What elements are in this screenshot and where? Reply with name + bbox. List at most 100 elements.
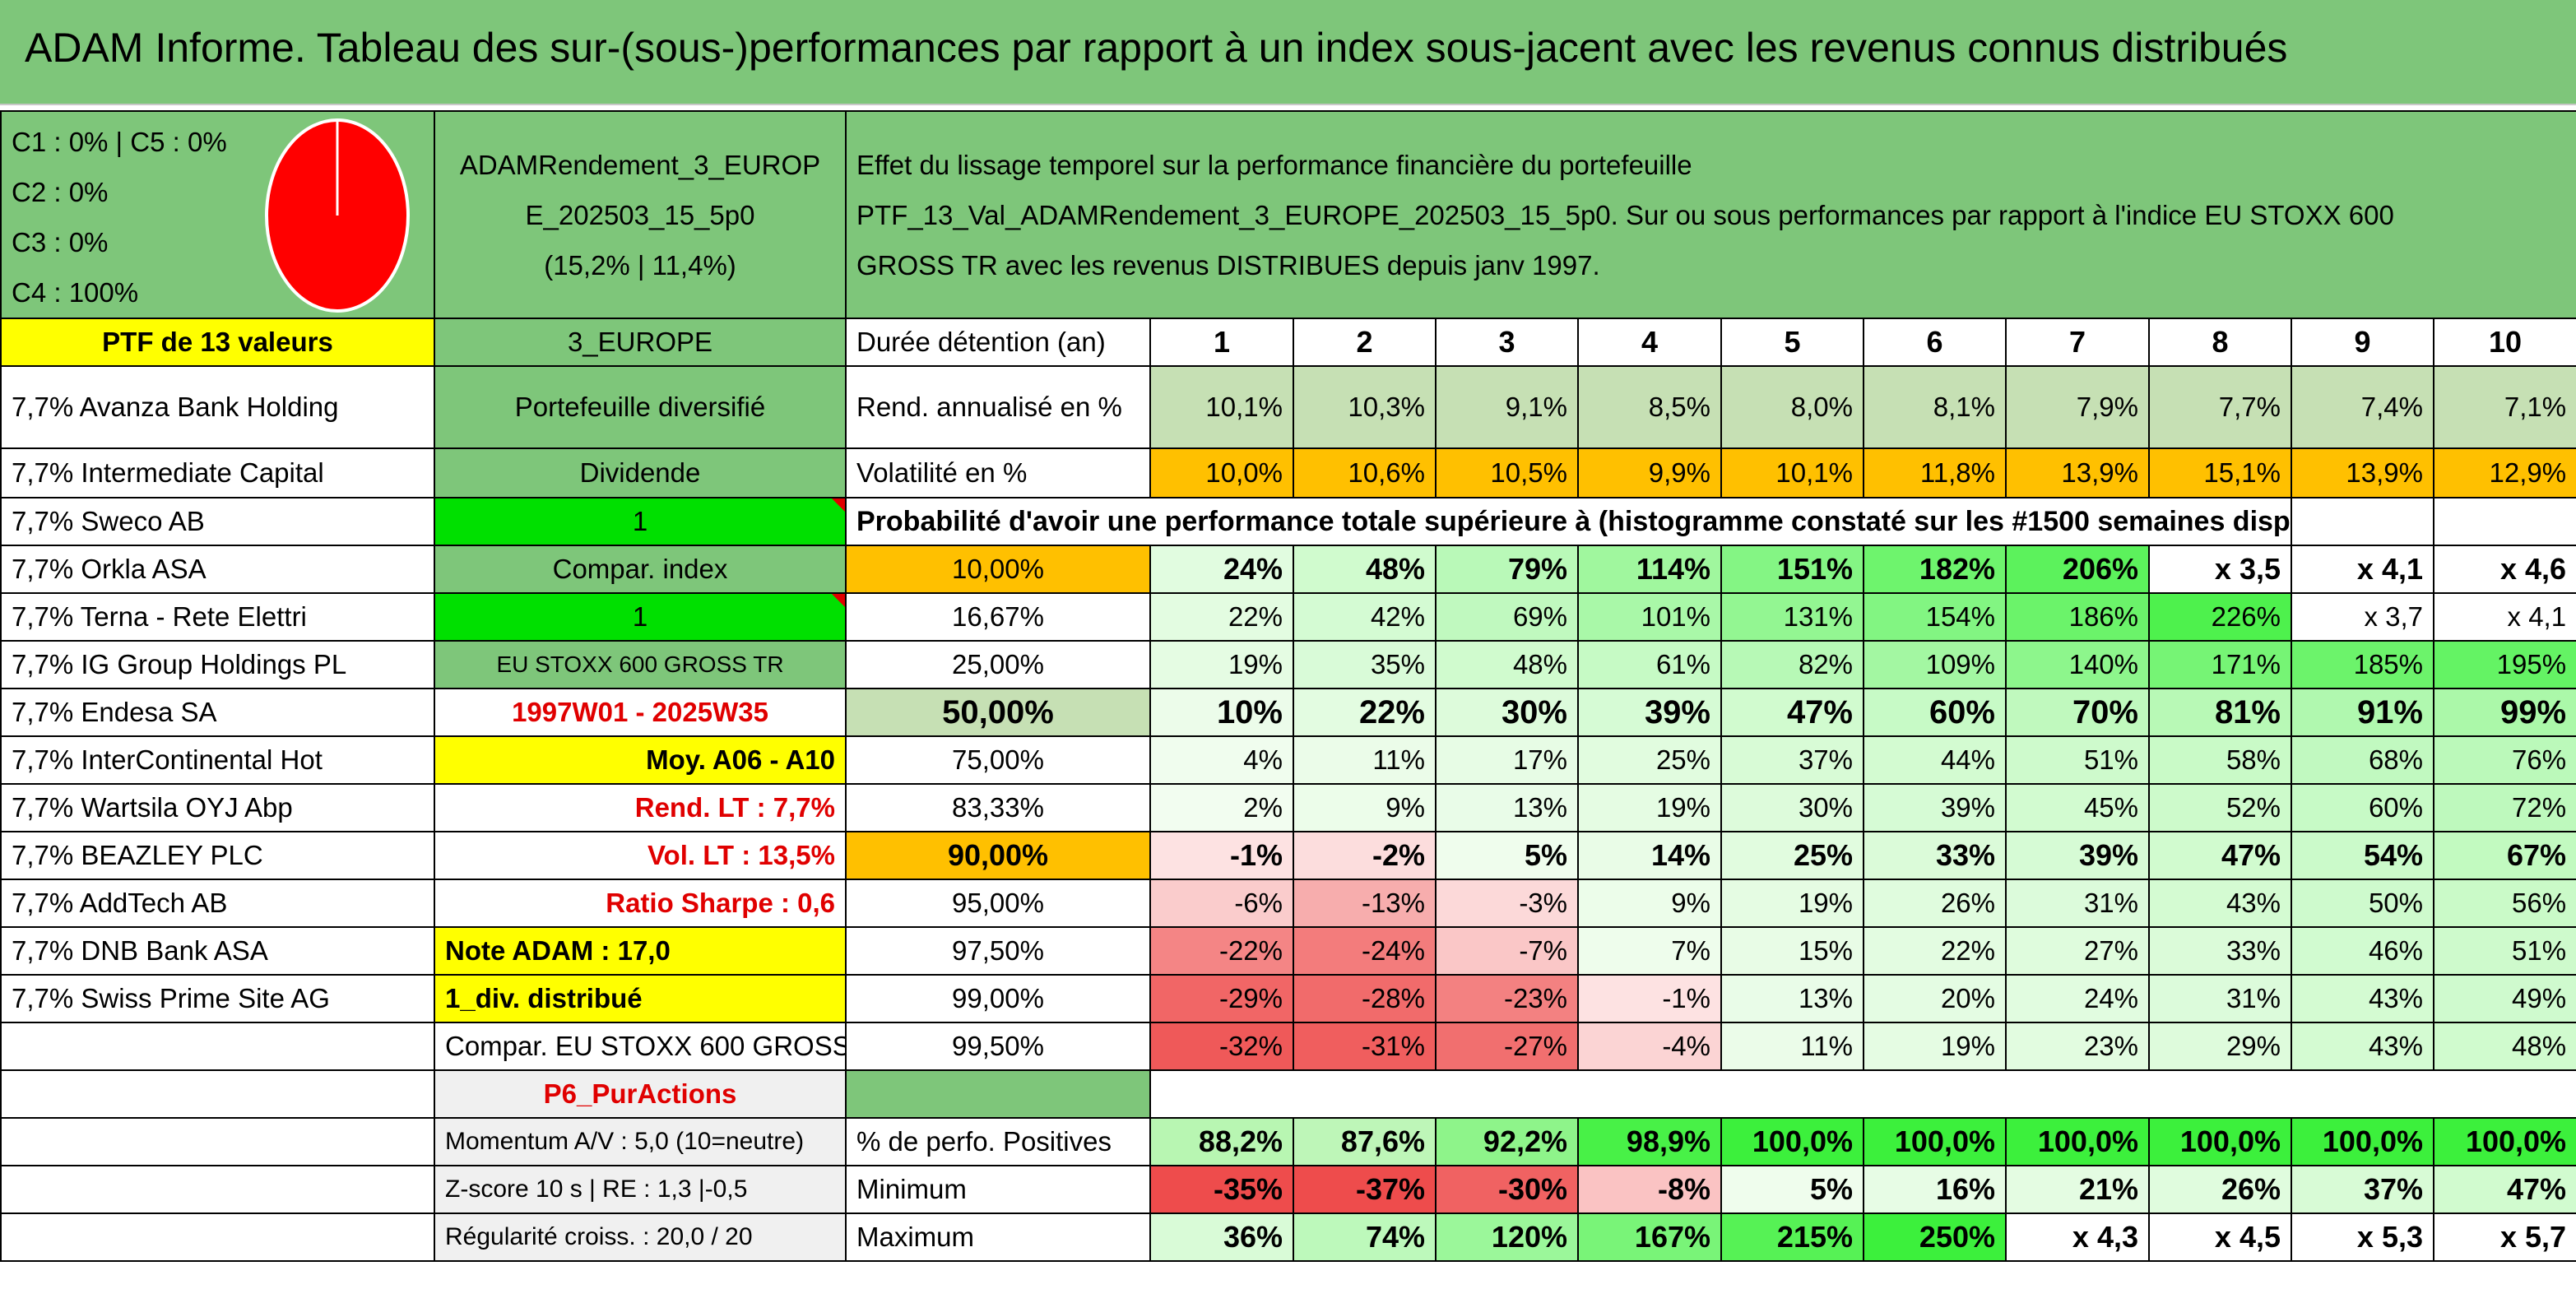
rend-10: 7,1% [2432,365,2576,449]
duration-label: Durée détention (an) [845,318,1151,367]
quantile-value: 131% [1720,592,1864,642]
empty-cell [0,1165,435,1214]
dividend-value: 1 [434,497,847,546]
quantile-value: 23% [2005,1022,2150,1071]
max-value: 74% [1293,1212,1437,1262]
quantile-value: 206% [2005,545,2150,594]
portfolio-name-panel: ADAMRendement_3_EUROP E_202503_15_5p0 (1… [434,110,847,319]
min-label: Minimum [845,1165,1151,1214]
quantile-value: 24% [2005,974,2150,1023]
min-value: -8% [1577,1165,1722,1214]
min-value: 21% [2005,1165,2150,1214]
min-value: 47% [2432,1165,2576,1214]
quantile-value: 48% [1435,640,1579,689]
quantile-value: 56% [2432,879,2576,928]
empty-cell [0,1212,435,1262]
max-value: 250% [1863,1212,2007,1262]
rend-lt-label: Rend. LT : 7,7% [434,783,847,832]
max-value: 167% [1577,1212,1722,1262]
quantile-value: -28% [1293,974,1437,1023]
period-label: 1997W01 - 2025W35 [434,688,847,737]
allocation-pie-chart [265,118,410,313]
holding-6: 7,7% IG Group Holdings PL [0,640,435,689]
rend-1: 10,1% [1149,365,1294,449]
pos-value: 100,0% [2148,1117,2292,1166]
sharpe-label: Ratio Sharpe : 0,6 [434,879,847,928]
rend-4: 8,5% [1577,365,1722,449]
pos-value: 88,2% [1149,1117,1294,1166]
quantile-value: 51% [2005,735,2150,785]
regularite-label: Régularité croiss. : 20,0 / 20 [434,1212,847,1262]
quantile-value: -29% [1149,974,1294,1023]
index-name: EU STOXX 600 GROSS TR [434,640,847,689]
empty-cell [2291,497,2434,546]
quantile-value: 24% [1149,545,1294,594]
quantile-value: -13% [1293,879,1437,928]
vol-lt-label: Vol. LT : 13,5% [434,831,847,880]
quantile-value: 70% [2005,688,2150,737]
empty-cell [0,1069,435,1119]
purchase-label: P6_PurActions [434,1069,847,1119]
vol-2: 10,6% [1293,447,1437,498]
year-5: 5 [1720,318,1864,367]
quantile-value: 33% [1863,831,2007,880]
pos-value: 98,9% [1577,1117,1722,1166]
note-adam: Note ADAM : 17,0 [434,926,847,976]
vol-6: 11,8% [1863,447,2007,498]
description-line1: Effet du lissage temporel sur la perform… [856,149,1692,180]
holding-3: 7,7% Sweco AB [0,497,435,546]
empty-cell [0,1117,435,1166]
year-4: 4 [1577,318,1722,367]
year-10: 10 [2432,318,2576,367]
quantile-value: 76% [2432,735,2576,785]
quantile-value: 39% [1863,783,2007,832]
quantile-value: 20% [1863,974,2007,1023]
quantile-value: 60% [2291,783,2434,832]
empty-cell [1149,1069,2576,1119]
quantile-value: 9% [1293,783,1437,832]
rend-7: 7,9% [2005,365,2150,449]
quantile-value: -7% [1435,926,1579,976]
quantile-value: x 4,6 [2432,545,2576,594]
quantile-label: 25,00% [845,640,1151,689]
quantile-value: 46% [2291,926,2434,976]
max-value: 120% [1435,1212,1579,1262]
quantile-value: 48% [2432,1022,2576,1071]
quantile-value: 27% [2005,926,2150,976]
pos-value: 100,0% [2005,1117,2150,1166]
min-value: 37% [2291,1165,2434,1214]
quantile-value: 30% [1720,783,1864,832]
quantile-value: 22% [1863,926,2007,976]
quantile-value: 195% [2432,640,2576,689]
quantile-value: 26% [1863,879,2007,928]
quantile-value: 151% [1720,545,1864,594]
quantile-value: 9% [1577,879,1722,928]
quantile-value: 49% [2432,974,2576,1023]
quantile-value: 47% [2148,831,2292,880]
vol-9: 13,9% [2291,447,2434,498]
compar-value: 1 [434,592,847,642]
holding-1: 7,7% Avanza Bank Holding [0,365,435,449]
quantile-value: 39% [1577,688,1722,737]
performance-sheet: C1 : 0% | C5 : 0% C2 : 0% C3 : 0% C4 : 1… [0,110,2576,1262]
quantile-value: 226% [2148,592,2292,642]
quantile-value: 109% [1863,640,2007,689]
vol-8: 15,1% [2148,447,2292,498]
quantile-label: 83,33% [845,783,1151,832]
report-title-bar: ADAM Informe. Tableau des sur-(sous-)per… [0,0,2576,105]
holding-2: 7,7% Intermediate Capital [0,447,435,498]
quantile-value: 7% [1577,926,1722,976]
quantile-value: 37% [1720,735,1864,785]
pie-label-c3: C3 : 0% [12,227,109,257]
quantile-value: x 3,7 [2291,592,2434,642]
quantile-value: 11% [1293,735,1437,785]
div-distributed: 1_div. distribué [434,974,847,1023]
quantile-value: -32% [1149,1022,1294,1071]
max-value: x 5,7 [2432,1212,2576,1262]
year-3: 3 [1435,318,1579,367]
min-value: 26% [2148,1165,2292,1214]
quantile-value: 25% [1720,831,1864,880]
rend-9: 7,4% [2291,365,2434,449]
quantile-value: 99% [2432,688,2576,737]
holding-10: 7,7% BEAZLEY PLC [0,831,435,880]
